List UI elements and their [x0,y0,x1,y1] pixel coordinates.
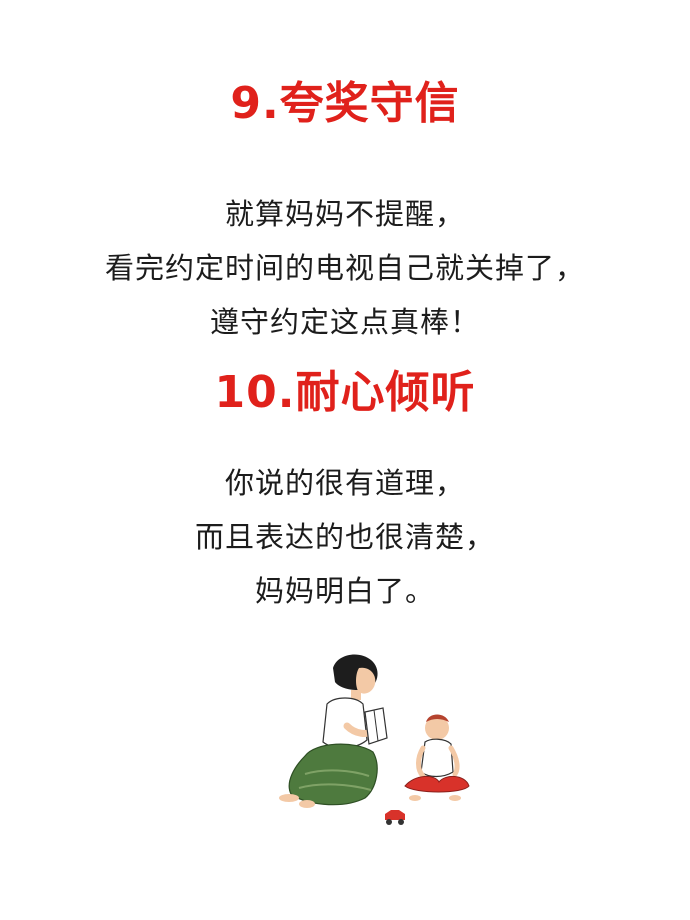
section-9-line-3: 遵守约定这点真棒！ [209,305,480,339]
section-10-title: 10.耐心倾听 [214,367,476,418]
section-9-line-2: 看完约定时间的电视自己就关掉了， [104,251,585,285]
section-10-line-1: 你说的很有道理， [224,466,465,500]
section-9-line-1: 就算妈妈不提醒， [224,197,465,231]
toy-car-icon [385,810,405,825]
mother-figure-icon [279,654,388,808]
section-9-body: 就算妈妈不提醒， 看完约定时间的电视自己就关掉了， 遵守约定这点真棒！ [0,187,690,349]
section-9-title: 9.夸奖守信 [230,78,460,129]
child-figure-icon [404,714,470,801]
section-10-line-3: 妈妈明白了。 [254,574,435,608]
section-10-body: 你说的很有道理， 而且表达的也很清楚， 妈妈明白了。 [0,456,690,618]
section-10-line-2: 而且表达的也很清楚， [194,520,495,554]
mother-reading-to-child-icon [255,648,505,838]
